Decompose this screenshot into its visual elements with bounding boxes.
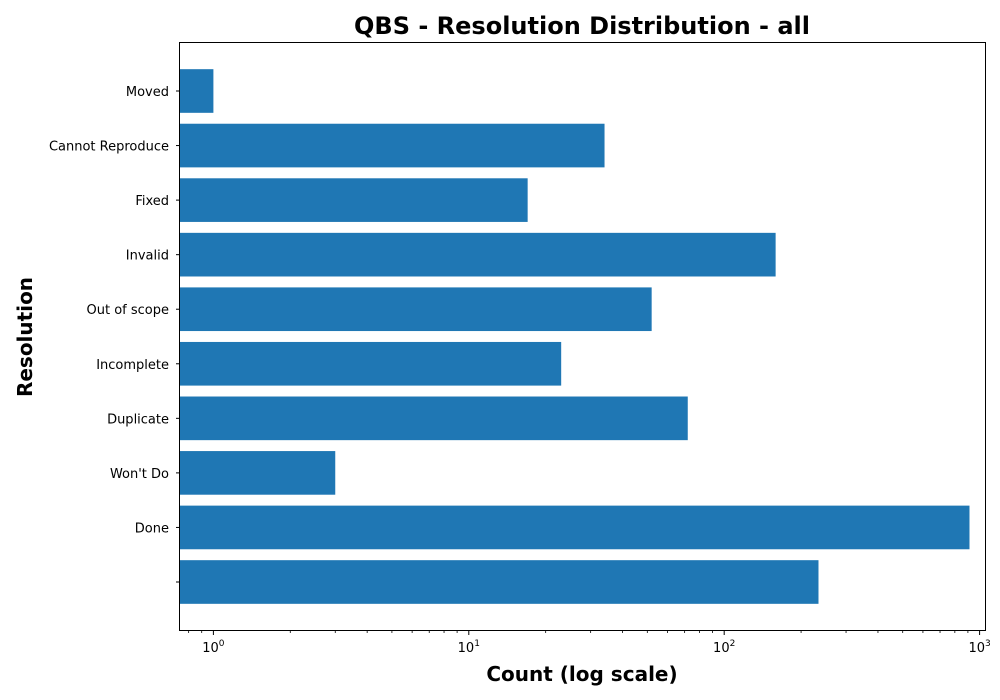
x-tick-label: 102: [713, 639, 735, 656]
y-axis-label: Resolution: [13, 277, 37, 397]
bars-group: [180, 69, 970, 604]
bar: [180, 396, 688, 441]
y-tick-label: Duplicate: [107, 412, 169, 427]
y-tick-label: Done: [135, 521, 169, 536]
bar: [180, 123, 605, 168]
x-tick-label: 103: [968, 639, 990, 656]
y-tick-label: Incomplete: [96, 358, 169, 373]
x-tick-label: 100: [202, 639, 225, 656]
x-ticks-group: 100 101 102 103: [188, 630, 991, 656]
y-ticks-group: Moved Cannot Reproduce Fixed Invalid Out of …: [49, 85, 180, 583]
bar: [180, 287, 652, 332]
x-tick-label: 101: [458, 639, 480, 656]
y-tick-label: Cannot Reproduce: [49, 140, 169, 155]
y-tick-label: Moved: [126, 85, 169, 100]
bar: [180, 178, 528, 222]
bar: [180, 69, 214, 113]
bar: [180, 560, 819, 604]
chart-title: QBS - Resolution Distribution - all: [354, 12, 810, 40]
bar: [180, 505, 970, 550]
bar: [180, 341, 562, 386]
plot-area-frame: [179, 42, 986, 631]
y-tick-label: Out of scope: [87, 303, 170, 318]
x-axis-label: Count (log scale): [486, 662, 677, 686]
bar: [180, 451, 336, 495]
y-tick-label: Fixed: [135, 194, 169, 209]
y-tick-label: Won't Do: [110, 467, 169, 482]
bar: [180, 232, 776, 277]
y-tick-label: Invalid: [126, 249, 169, 264]
